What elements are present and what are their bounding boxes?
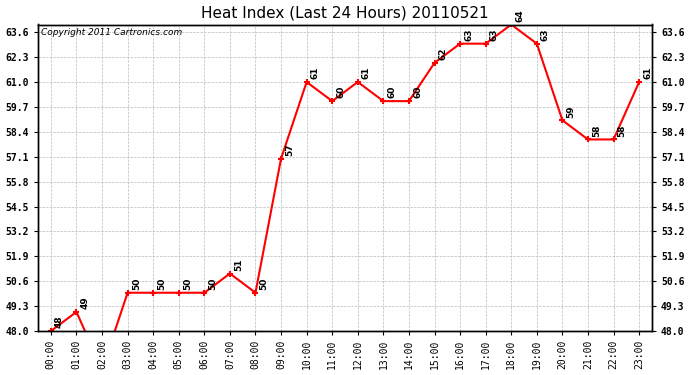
Text: 51: 51	[234, 258, 243, 271]
Text: 46: 46	[0, 374, 1, 375]
Text: 50: 50	[132, 278, 141, 290]
Text: 63: 63	[490, 28, 499, 41]
Text: 50: 50	[157, 278, 166, 290]
Text: 61: 61	[643, 67, 652, 79]
Text: 57: 57	[285, 143, 294, 156]
Text: Copyright 2011 Cartronics.com: Copyright 2011 Cartronics.com	[41, 28, 182, 37]
Text: 61: 61	[362, 67, 371, 79]
Text: 63: 63	[541, 28, 550, 41]
Text: 63: 63	[464, 28, 473, 41]
Text: 62: 62	[439, 48, 448, 60]
Text: 50: 50	[183, 278, 192, 290]
Text: 48: 48	[55, 316, 64, 328]
Text: 49: 49	[81, 296, 90, 309]
Text: 50: 50	[208, 278, 217, 290]
Text: 61: 61	[310, 67, 319, 79]
Text: 60: 60	[413, 86, 422, 98]
Text: 60: 60	[388, 86, 397, 98]
Text: 58: 58	[618, 124, 627, 136]
Text: 50: 50	[259, 278, 268, 290]
Text: 58: 58	[592, 124, 601, 136]
Title: Heat Index (Last 24 Hours) 20110521: Heat Index (Last 24 Hours) 20110521	[201, 6, 489, 21]
Text: 64: 64	[515, 9, 524, 22]
Text: 60: 60	[337, 86, 346, 98]
Text: 59: 59	[566, 105, 575, 117]
